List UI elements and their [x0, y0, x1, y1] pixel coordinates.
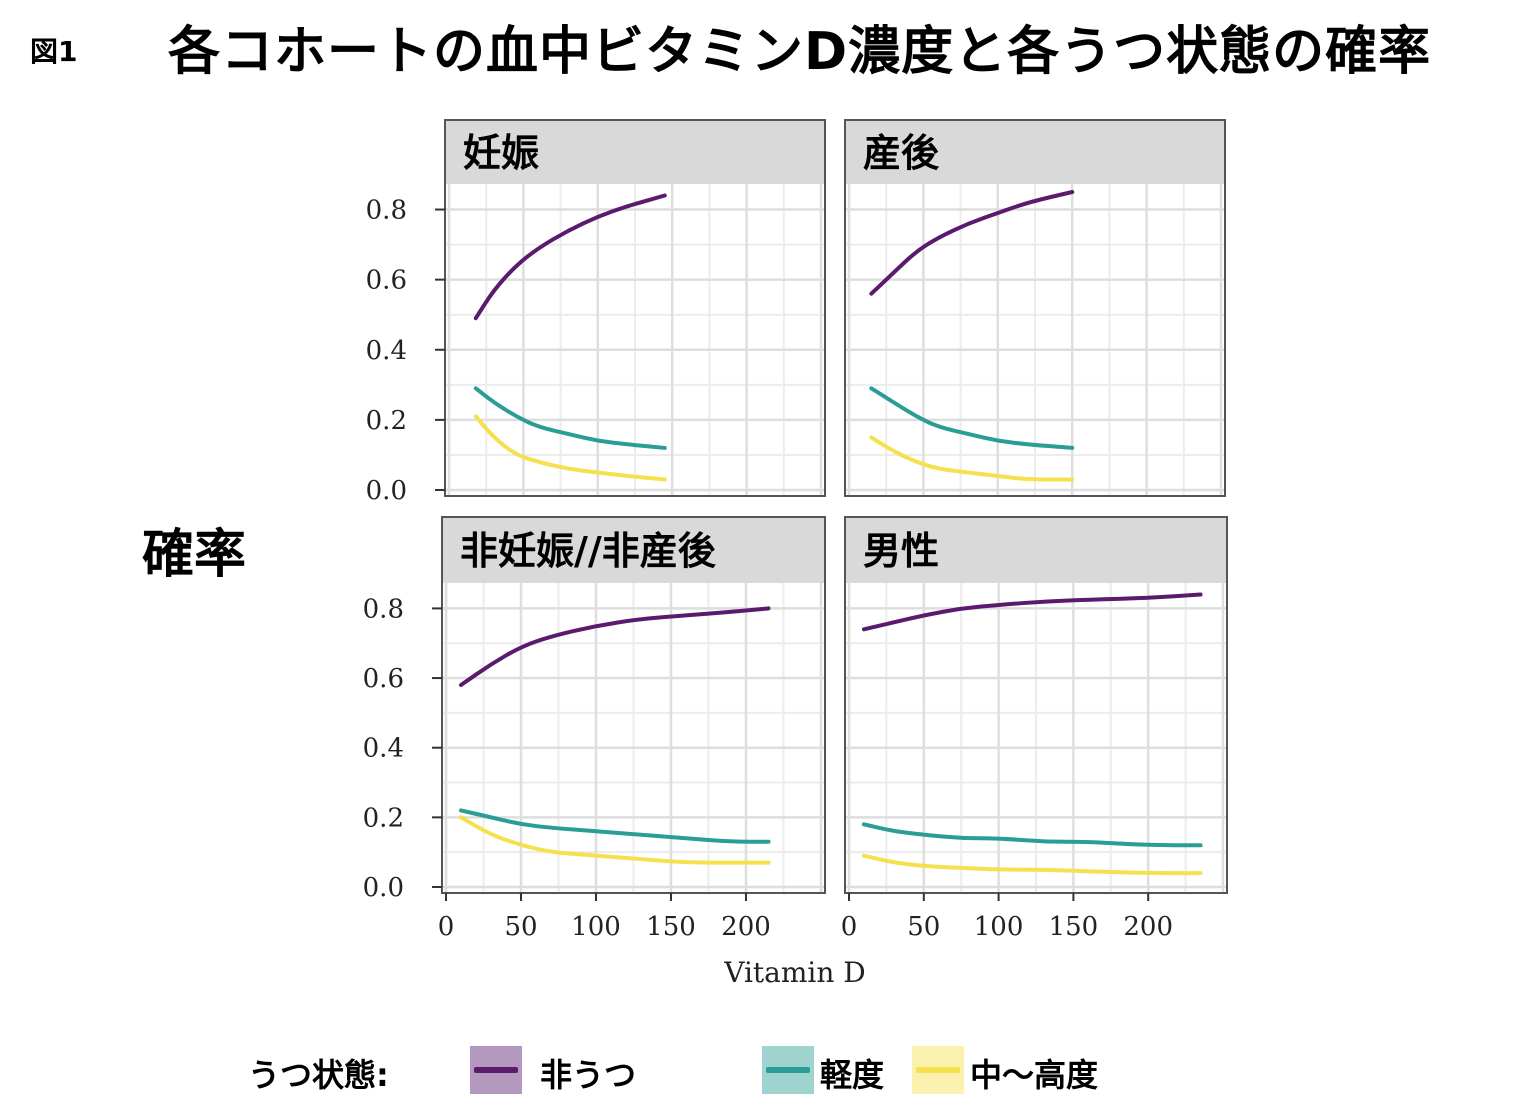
- series-line: [861, 592, 1203, 632]
- series-line: [459, 815, 771, 865]
- y-tick-label: 0.2: [366, 406, 407, 436]
- panel-title: 男性: [863, 529, 939, 573]
- x-tick-label: 100: [571, 912, 621, 942]
- x-tick-label: 0: [438, 912, 455, 942]
- series-line: [459, 808, 771, 844]
- panel-strip: [446, 121, 824, 184]
- x-axis-label: Vitamin D: [723, 956, 866, 989]
- y-axis-label: 確率: [142, 525, 247, 585]
- y-tick-label: 0.8: [363, 594, 404, 624]
- series-line: [869, 386, 1075, 450]
- panel-title: 妊娠: [463, 131, 539, 175]
- x-tick-label: 0: [841, 912, 858, 942]
- y-tick-label: 0.6: [363, 664, 404, 694]
- series-line: [473, 386, 667, 450]
- legend-line: [766, 1067, 810, 1073]
- x-tick-label: 50: [504, 912, 537, 942]
- x-tick-label: 200: [721, 912, 771, 942]
- series-line: [473, 414, 667, 482]
- series-line: [861, 853, 1203, 876]
- panel-border: [444, 119, 826, 497]
- legend-key-moderate-severe: [912, 1046, 964, 1094]
- legend-key-mild: [762, 1046, 814, 1094]
- series-line: [861, 822, 1203, 848]
- legend-label-mild: 軽度: [820, 1056, 885, 1094]
- series-line: [869, 435, 1075, 482]
- y-tick-label: 0.4: [366, 336, 407, 366]
- x-tick-label: 150: [1049, 912, 1099, 942]
- y-tick-label: 0.6: [366, 266, 407, 296]
- series-line: [473, 193, 667, 321]
- y-tick-label: 0.2: [363, 803, 404, 833]
- panel-strip: [846, 518, 1226, 583]
- legend-label-moderate-severe: 中～高度: [970, 1056, 1099, 1094]
- panel-title: 産後: [863, 131, 940, 175]
- legend-line: [916, 1067, 960, 1073]
- panel-title: 非妊娠//非産後: [460, 529, 717, 573]
- x-tick-label: 100: [974, 912, 1024, 942]
- figure-label: 図1: [30, 35, 78, 68]
- y-tick-label: 0.8: [366, 196, 407, 226]
- x-tick-label: 150: [646, 912, 696, 942]
- legend-label-non-depressed: 非うつ: [540, 1056, 637, 1094]
- y-tick-label: 0.4: [363, 734, 404, 764]
- panel-border: [441, 516, 826, 894]
- y-tick-label: 0.0: [366, 476, 407, 506]
- series-line: [459, 606, 771, 688]
- y-tick-label: 0.0: [363, 873, 404, 903]
- x-tick-label: 50: [907, 912, 940, 942]
- x-tick-label: 200: [1123, 912, 1173, 942]
- legend-line: [474, 1067, 518, 1073]
- legend-title: うつ状態:: [248, 1056, 389, 1094]
- panel-border: [844, 516, 1228, 894]
- series-line: [869, 190, 1075, 296]
- legend: うつ状態: 非うつ 軽度 中～高度: [0, 1040, 1532, 1110]
- panel-strip: [846, 121, 1224, 184]
- figure-title: 各コホートの血中ビタミンD濃度と各うつ状態の確率: [168, 22, 1432, 82]
- panel-border: [844, 119, 1226, 497]
- legend-key-non-depressed: [470, 1046, 522, 1094]
- panel-strip: [443, 518, 824, 583]
